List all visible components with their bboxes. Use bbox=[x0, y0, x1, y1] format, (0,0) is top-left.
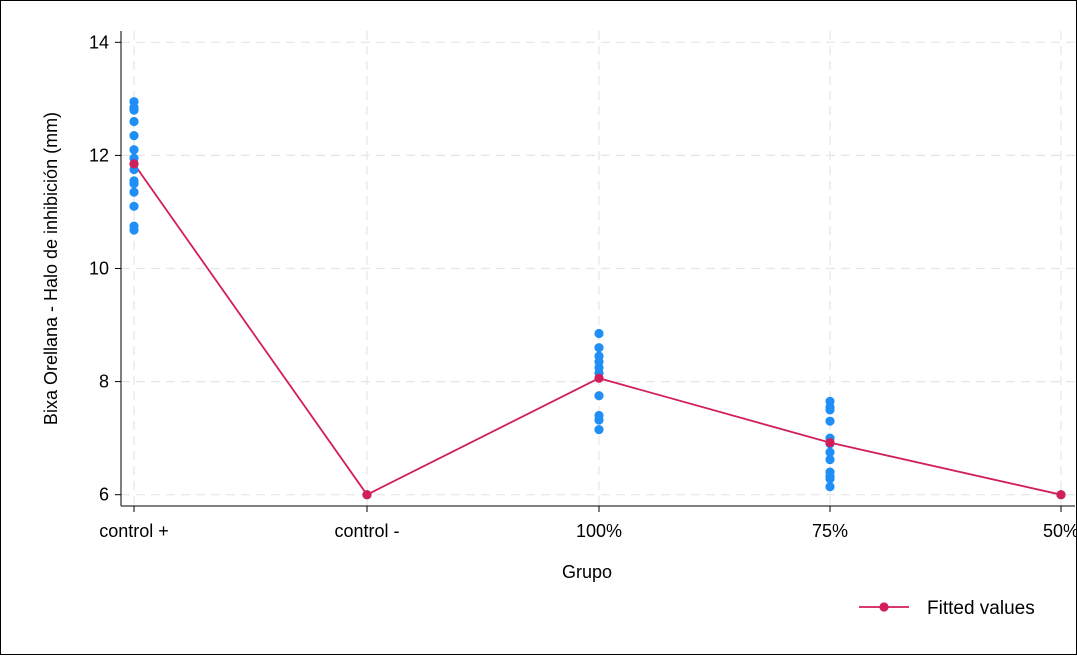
data-point bbox=[594, 425, 604, 435]
x-tick-label: control + bbox=[99, 521, 169, 541]
legend: Fitted values bbox=[859, 598, 1035, 619]
x-tick-label: 75% bbox=[812, 521, 848, 541]
data-point bbox=[129, 116, 139, 127]
legend-fitted-label: Fitted values bbox=[927, 598, 1035, 619]
fitted-point bbox=[129, 159, 139, 169]
data-point bbox=[825, 405, 835, 415]
data-point bbox=[129, 225, 139, 235]
data-point bbox=[129, 105, 139, 115]
fitted-values-markers bbox=[129, 159, 1066, 500]
y-tick-label: 12 bbox=[89, 145, 109, 165]
data-point bbox=[129, 131, 139, 141]
legend-fitted-marker bbox=[879, 602, 889, 612]
y-tick-label: 10 bbox=[89, 259, 109, 279]
gridlines bbox=[121, 31, 1075, 506]
x-tick-label: 100% bbox=[576, 521, 622, 541]
fitted-point bbox=[362, 490, 372, 500]
x-tick-label: control - bbox=[334, 521, 399, 541]
x-axis-title: Grupo bbox=[562, 562, 612, 582]
y-axis-title: Bixa Orellana - Halo de inhibición (mm) bbox=[41, 112, 61, 425]
y-tick-label: 14 bbox=[89, 32, 109, 52]
data-point bbox=[594, 343, 604, 353]
data-point bbox=[825, 474, 835, 484]
data-point bbox=[129, 201, 139, 211]
data-point bbox=[129, 187, 139, 197]
data-point bbox=[594, 391, 604, 401]
fitted-point bbox=[594, 373, 604, 383]
data-point bbox=[825, 455, 835, 465]
data-point bbox=[825, 447, 835, 457]
y-axis-ticks: 6 8 10 12 14 bbox=[89, 32, 121, 505]
x-tick-label: 50% bbox=[1043, 521, 1076, 541]
data-point bbox=[594, 415, 604, 425]
data-point bbox=[129, 179, 139, 189]
fitted-point bbox=[1056, 490, 1066, 500]
data-point bbox=[594, 328, 604, 339]
x-axis-ticks: control + control - 100% 75% 50% bbox=[99, 506, 1077, 541]
data-point bbox=[129, 145, 139, 155]
fitted-point bbox=[825, 438, 835, 448]
data-point bbox=[825, 416, 835, 426]
y-tick-label: 8 bbox=[99, 372, 109, 392]
scatter-series bbox=[129, 97, 1066, 500]
y-tick-label: 6 bbox=[99, 485, 109, 505]
data-point bbox=[825, 482, 835, 492]
